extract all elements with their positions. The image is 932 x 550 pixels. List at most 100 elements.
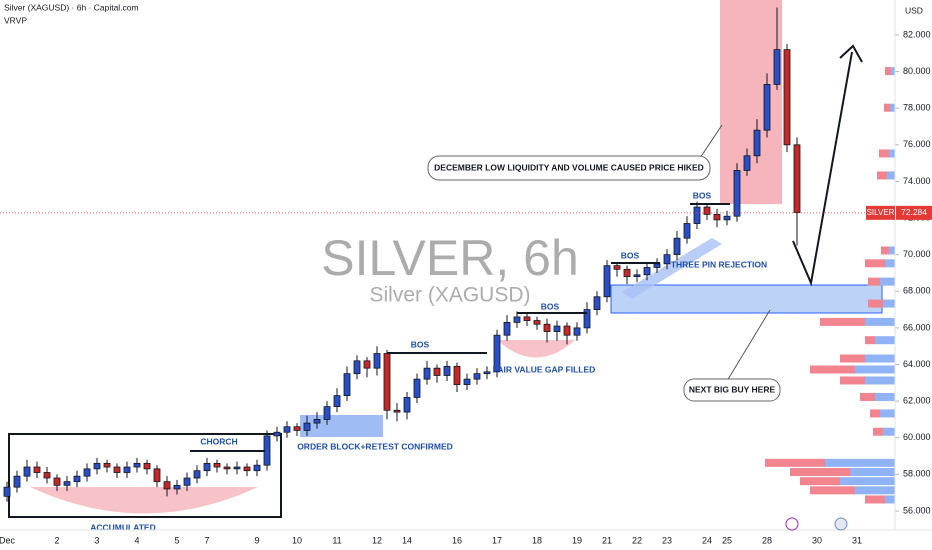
volume-buy bbox=[889, 246, 895, 255]
volume-sell bbox=[810, 365, 855, 374]
volume-buy bbox=[885, 495, 895, 504]
candle-body bbox=[543, 323, 551, 332]
candle-body bbox=[173, 484, 181, 490]
volume-buy bbox=[875, 392, 895, 401]
candle-body bbox=[423, 367, 431, 380]
x-tick-label: 19 bbox=[572, 535, 582, 545]
volume-buy bbox=[840, 477, 895, 486]
candle-body bbox=[773, 49, 781, 85]
x-tick-label: 11 bbox=[332, 535, 341, 545]
volume-sell bbox=[820, 317, 865, 326]
candle-body bbox=[133, 462, 141, 468]
annotation: CHORCH bbox=[200, 436, 237, 446]
accumulation-curve bbox=[30, 487, 258, 514]
volume-buy bbox=[883, 427, 895, 436]
x-tick-label: 18 bbox=[532, 535, 542, 545]
candle-body bbox=[413, 378, 421, 398]
y-tick-label: 78.000 bbox=[903, 103, 931, 113]
volume-buy bbox=[865, 354, 895, 363]
candle-body bbox=[533, 320, 541, 325]
candle-body bbox=[623, 268, 631, 278]
y-tick-label: 80.000 bbox=[903, 66, 931, 76]
indicator-label: VRVP bbox=[4, 15, 27, 25]
candle-body bbox=[563, 325, 571, 336]
fvg-curve bbox=[497, 340, 575, 358]
candle-body bbox=[503, 321, 511, 336]
volume-sell bbox=[790, 468, 850, 477]
candle-body bbox=[183, 477, 191, 486]
volume-buy bbox=[850, 468, 895, 477]
candle-body bbox=[163, 481, 171, 490]
candle-body bbox=[723, 215, 731, 221]
x-tick-label: 16 bbox=[452, 535, 462, 545]
x-tick-label: 12 bbox=[372, 535, 382, 545]
candle-body bbox=[343, 373, 351, 397]
volume-sell bbox=[877, 171, 887, 180]
x-tick-label: 25 bbox=[722, 535, 732, 545]
candle-body bbox=[693, 206, 701, 224]
callout-box bbox=[427, 155, 711, 181]
annotation: THREE PIN REJECTION bbox=[671, 259, 767, 269]
y-tick-label: 74.000 bbox=[903, 176, 931, 186]
volume-sell bbox=[840, 376, 865, 385]
candle-body bbox=[523, 316, 531, 321]
price-tag-name: SILVER bbox=[867, 208, 895, 217]
candle-body bbox=[733, 170, 741, 217]
volume-buy bbox=[855, 486, 895, 495]
volume-buy bbox=[891, 67, 895, 76]
watermark: SILVER, 6h bbox=[321, 230, 579, 286]
candle-body bbox=[473, 373, 481, 380]
volume-sell bbox=[840, 354, 865, 363]
candle-body bbox=[3, 486, 11, 497]
candle-body bbox=[23, 466, 31, 477]
x-tick-label: 30 bbox=[812, 535, 822, 545]
candle-body bbox=[663, 254, 671, 265]
candle-body bbox=[203, 462, 211, 472]
candle-body bbox=[783, 49, 791, 146]
buy-zone bbox=[610, 284, 883, 314]
candle-body bbox=[233, 466, 241, 470]
accumulation-box bbox=[8, 433, 282, 518]
candle-body bbox=[63, 481, 71, 486]
candle-body bbox=[213, 462, 221, 468]
y-tick-label: 82.000 bbox=[903, 29, 931, 39]
volume-buy bbox=[883, 299, 895, 308]
price-tag bbox=[866, 205, 895, 220]
volume-sell bbox=[865, 336, 875, 345]
x-tick-label: 14 bbox=[402, 535, 412, 545]
candle-body bbox=[243, 466, 251, 472]
x-tick-label: 2 bbox=[54, 535, 59, 545]
annotation: ORDER BLOCK+RETEST CONFIRMED bbox=[297, 441, 453, 451]
annotation: BOS bbox=[621, 250, 640, 260]
annotation: ACCUMULATED bbox=[90, 522, 155, 532]
event-icon bbox=[834, 517, 848, 531]
candle-body bbox=[83, 468, 91, 477]
annotation: NEXT BIG BUY HERE bbox=[689, 384, 776, 394]
candle-body bbox=[33, 466, 41, 473]
candle-body bbox=[303, 422, 311, 431]
callout-line bbox=[699, 124, 723, 159]
candle-body bbox=[43, 472, 51, 479]
x-tick-label: 10 bbox=[292, 535, 302, 545]
x-tick-label: 21 bbox=[602, 535, 612, 545]
annotation: FAIR VALUE GAP FILLED bbox=[493, 364, 596, 374]
y-tick-label: 58.000 bbox=[903, 469, 931, 479]
price-tag bbox=[896, 205, 932, 220]
x-tick-label: 7 bbox=[204, 535, 209, 545]
rejection-zone bbox=[622, 238, 722, 299]
candle-body bbox=[113, 466, 121, 473]
volume-sell bbox=[860, 392, 875, 401]
annotation: DECEMBER LOW LIQUIDITY AND VOLUME CAUSED… bbox=[434, 162, 704, 172]
volume-profile bbox=[765, 67, 895, 504]
candle-body bbox=[123, 466, 131, 473]
candle-body bbox=[433, 367, 441, 376]
x-tick-label: 3 bbox=[94, 535, 99, 545]
volume-buy bbox=[855, 365, 895, 374]
candle-body bbox=[323, 406, 331, 420]
candle-body bbox=[253, 464, 261, 472]
x-tick-label: 31 bbox=[852, 535, 862, 545]
order-block-zone bbox=[300, 415, 383, 437]
candle-body bbox=[93, 462, 101, 470]
candle-body bbox=[553, 325, 561, 332]
